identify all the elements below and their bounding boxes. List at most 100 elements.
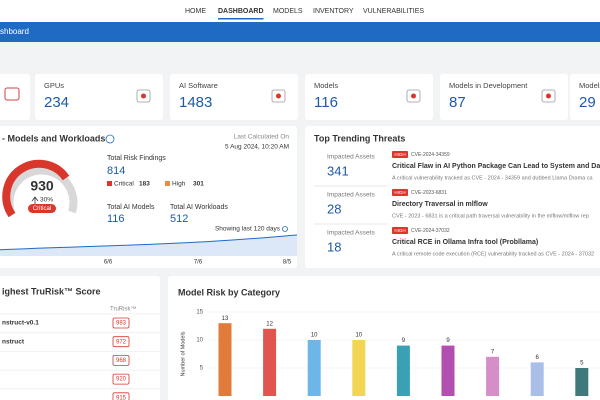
card-icon xyxy=(541,89,556,103)
severity: HIGH xyxy=(394,152,405,157)
bar-value-label: 13 xyxy=(222,316,229,322)
threat-title: Directory Traversal in mlflow xyxy=(392,201,488,208)
nav-item[interactable]: DASHBOARD xyxy=(218,8,264,15)
bar xyxy=(218,323,232,396)
card-label: Models xyxy=(314,81,338,90)
nav-item[interactable]: INVENTORY xyxy=(313,8,354,15)
threat-summary: CVE - 2023 - 6831 is a critical path tra… xyxy=(392,213,589,219)
card-icon xyxy=(136,89,151,103)
legend-swatch xyxy=(107,181,112,186)
card-value: 1483 xyxy=(179,94,212,111)
card xyxy=(170,74,298,120)
stat-label: Total AI Workloads xyxy=(170,204,228,211)
x-label: 8/5 xyxy=(283,260,292,266)
card-value: 234 xyxy=(44,94,69,111)
threat-summary: A critical vulnerability tracked as CVE … xyxy=(392,175,593,181)
threat-summary: A critical remote code execution (RCE) v… xyxy=(392,251,594,257)
legend-swatch xyxy=(165,181,170,186)
card-value: 29 xyxy=(579,94,596,111)
cve-id: CVE-2024-34359 xyxy=(411,152,450,158)
score: 915 xyxy=(116,395,127,400)
severity-badge xyxy=(392,189,408,196)
card xyxy=(305,74,433,120)
nav-item[interactable]: HOME xyxy=(185,8,206,15)
gauge-arc xyxy=(2,159,70,218)
trurisk-panel xyxy=(0,276,160,400)
card-icon-dot xyxy=(141,93,146,99)
score: 968 xyxy=(116,358,127,364)
stat-label: Total Risk Findings xyxy=(107,155,166,162)
trend-line xyxy=(0,234,298,251)
header-bar xyxy=(0,22,600,42)
gauge-severity: Critical xyxy=(33,206,51,212)
score-badge xyxy=(112,354,130,366)
risk-panel xyxy=(0,126,297,268)
gauge-change: 30% xyxy=(40,197,53,204)
panel-title: Top Trending Threats xyxy=(314,133,405,143)
score-badge xyxy=(112,373,130,385)
gauge-score: 930 xyxy=(30,178,54,194)
nav-item[interactable]: VULNERABILITIES xyxy=(363,8,424,15)
column-header: TruRisk™ xyxy=(110,306,136,313)
score-badge xyxy=(112,336,130,348)
bar xyxy=(441,345,455,396)
nav-item[interactable]: MODELS xyxy=(273,8,303,15)
assets-value: 28 xyxy=(327,201,341,216)
assets-value: 341 xyxy=(327,163,349,178)
bar xyxy=(486,356,500,396)
card-value: 87 xyxy=(449,94,466,111)
card-icon xyxy=(4,87,20,101)
score-badge xyxy=(112,392,130,400)
card-icon xyxy=(271,89,286,103)
critical-label: Critical xyxy=(114,181,134,188)
card-label: GPUs xyxy=(44,81,64,90)
nav-active-underline xyxy=(218,18,264,20)
panel-title: ighest TruRisk™ Score xyxy=(2,286,101,296)
card xyxy=(440,74,568,120)
card xyxy=(0,74,30,120)
bar xyxy=(530,362,544,396)
card-label: Models in Development xyxy=(449,81,528,90)
severity-badge xyxy=(392,227,408,234)
severity: HIGH xyxy=(394,228,405,233)
score-badge xyxy=(112,317,130,329)
critical-value: 183 xyxy=(139,181,150,188)
bar-value-label: 5 xyxy=(580,361,584,367)
last-calculated: 5 Aug 2024, 10:20 AM xyxy=(225,144,289,151)
header-title: shboard xyxy=(0,27,29,36)
card xyxy=(35,74,163,120)
x-label: 7/6 xyxy=(194,260,203,266)
assets-label: Impacted Assets xyxy=(327,192,375,199)
settings-icon xyxy=(282,226,288,232)
card-label: Models xyxy=(579,81,600,90)
bar-value-label: 10 xyxy=(311,333,318,339)
card-label: AI Software xyxy=(179,81,218,90)
last-calculated-label: Last Calculated On xyxy=(234,134,290,141)
high-value: 301 xyxy=(193,181,204,188)
bar-value-label: 7 xyxy=(491,349,495,355)
card xyxy=(570,74,600,120)
bar-value-label: 6 xyxy=(536,355,540,361)
up-arrow xyxy=(31,196,39,204)
bar xyxy=(575,368,589,396)
stat-value: 512 xyxy=(170,213,188,225)
y-tick-label: 15 xyxy=(196,310,203,316)
score: 920 xyxy=(116,377,127,383)
cve-id: CVE-2023-6831 xyxy=(411,190,447,196)
card-icon-dot xyxy=(546,93,551,99)
panel-title: - Models and Workloads xyxy=(2,133,105,143)
cve-id: CVE-2024-37032 xyxy=(411,228,450,234)
threat-title: Critical RCE in Ollama Infra tool (Probl… xyxy=(392,239,538,246)
range-note: Showing last 120 days xyxy=(215,226,281,233)
nav-bar xyxy=(0,0,600,22)
stat-value: 116 xyxy=(107,213,125,225)
y-tick-label: 5 xyxy=(200,366,204,372)
card-icon xyxy=(406,89,421,103)
assets-value: 18 xyxy=(327,239,341,254)
bar xyxy=(352,340,366,396)
stat-value: 814 xyxy=(107,165,125,177)
score: 972 xyxy=(116,339,127,345)
score: 983 xyxy=(116,321,127,327)
bar-value-label: 10 xyxy=(355,333,362,339)
